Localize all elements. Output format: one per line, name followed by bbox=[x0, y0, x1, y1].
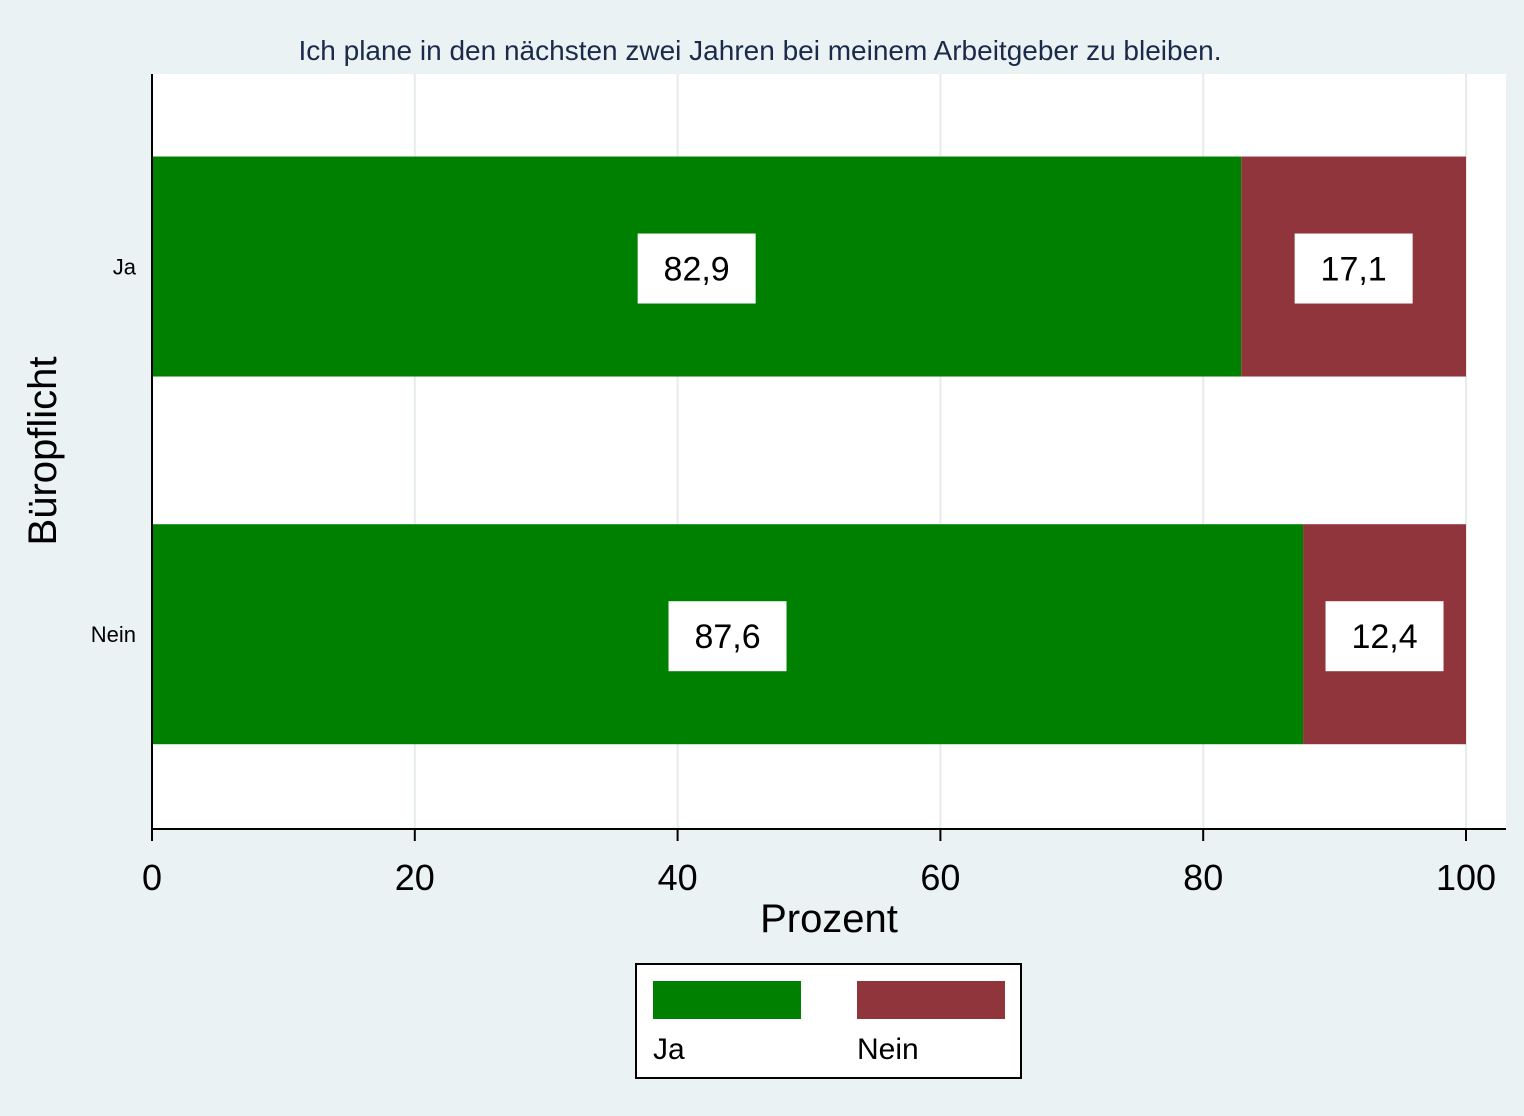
x-tick-label: 40 bbox=[658, 857, 698, 898]
x-tick-label: 0 bbox=[142, 857, 162, 898]
x-tick-label: 100 bbox=[1436, 857, 1496, 898]
legend-swatch-nein bbox=[857, 981, 1005, 1019]
data-label-box bbox=[637, 233, 756, 304]
data-label-box bbox=[668, 601, 787, 672]
x-tick-label: 20 bbox=[395, 857, 435, 898]
data-label-box bbox=[1325, 601, 1444, 672]
y-category-labels: Ja Nein bbox=[91, 255, 137, 648]
x-axis-title: Prozent bbox=[760, 897, 898, 941]
x-ticks: 0 20 40 60 80 100 bbox=[142, 829, 1496, 898]
bars: 82,9 17,1 87,6 12,4 bbox=[152, 156, 1466, 745]
y-category-label: Nein bbox=[91, 622, 136, 647]
x-tick-label: 60 bbox=[920, 857, 960, 898]
axes bbox=[151, 74, 1506, 830]
data-label: 82,9 bbox=[664, 251, 730, 289]
data-label: 12,4 bbox=[1351, 618, 1417, 656]
chart-title: Ich plane in den nächsten zwei Jahren be… bbox=[298, 35, 1221, 66]
legend-swatch-ja bbox=[653, 981, 801, 1019]
data-label: 17,1 bbox=[1321, 251, 1387, 289]
data-label: 87,6 bbox=[694, 618, 760, 656]
y-category-label: Ja bbox=[113, 255, 137, 280]
data-label-box bbox=[1294, 233, 1413, 304]
legend-label-ja: Ja bbox=[653, 1033, 685, 1066]
legend-label-nein: Nein bbox=[857, 1033, 919, 1066]
x-tick-label: 80 bbox=[1183, 857, 1223, 898]
legend: Ja Nein bbox=[635, 963, 1022, 1079]
y-axis-title: Büropflicht bbox=[21, 357, 65, 546]
